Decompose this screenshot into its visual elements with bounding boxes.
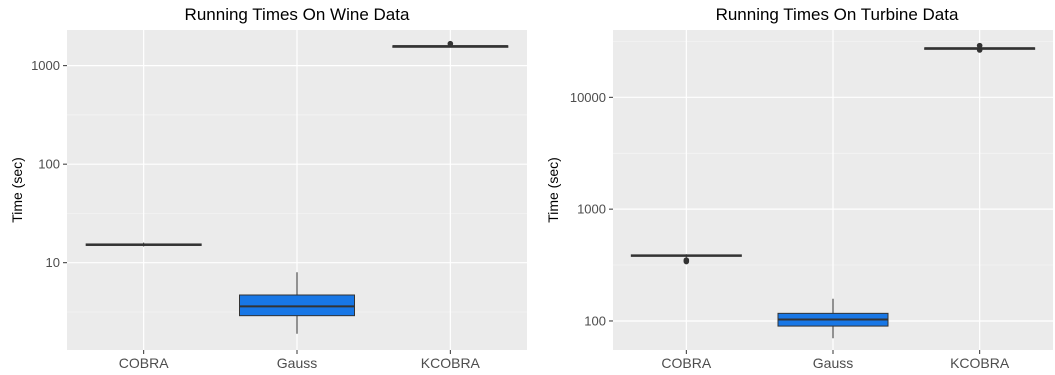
x-tick-label: KCOBRA <box>421 355 481 371</box>
box-cobra <box>85 242 202 247</box>
box-kcobra <box>392 40 509 48</box>
x-tick-label: COBRA <box>661 355 711 371</box>
y-tick-label: 100 <box>584 313 606 328</box>
x-tick-label: Gauss <box>813 355 853 371</box>
y-tick-label: 10000 <box>570 90 606 105</box>
box-gauss <box>777 298 889 339</box>
y-tick-label: 10 <box>46 255 60 270</box>
x-tick-label: KCOBRA <box>950 355 1010 371</box>
outlier-point <box>976 47 983 53</box>
outlier-point <box>683 258 690 265</box>
box-kcobra <box>924 42 1036 53</box>
panel-wine: Running Times On Wine Data Time (sec) 10… <box>9 5 527 371</box>
y-tick-label: 1000 <box>577 202 606 217</box>
x-tick-label: COBRA <box>119 355 169 371</box>
chart-title: Running Times On Wine Data <box>185 5 410 24</box>
chart-title: Running Times On Turbine Data <box>716 5 959 24</box>
y-tick-label: 100 <box>38 157 60 172</box>
outlier-point <box>976 42 983 49</box>
box-cobra <box>630 254 742 265</box>
y-tick-label: 1000 <box>31 58 60 73</box>
outlier-point <box>447 40 454 47</box>
box-gauss <box>239 272 355 334</box>
box-body <box>239 294 355 317</box>
x-tick-label: Gauss <box>277 355 317 371</box>
panel-turbine: Running Times On Turbine Data Time (sec)… <box>545 5 1053 371</box>
y-axis-label: Time (sec) <box>9 157 25 223</box>
y-axis-label: Time (sec) <box>545 157 561 223</box>
